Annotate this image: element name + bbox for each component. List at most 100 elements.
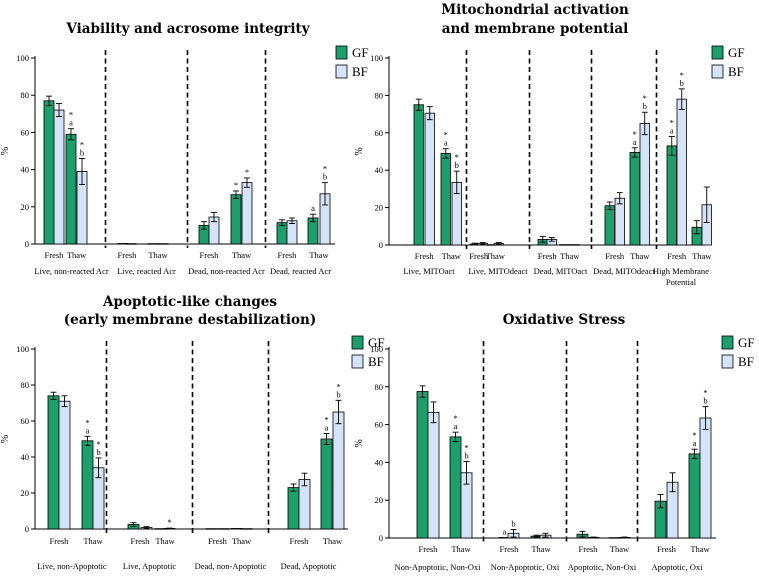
y-tick-label: 0	[25, 239, 29, 249]
group-label: Live, non-reacted Acr	[34, 266, 109, 276]
significance-marker: *	[643, 93, 647, 103]
bar-gf-fresh	[43, 100, 55, 245]
group-label: Dead, Apoptotic	[281, 561, 337, 571]
x-tick-label-thaw: Thaw	[67, 250, 87, 260]
chart-title: Viability and acrosome integrity	[65, 21, 310, 37]
x-tick-label-fresh: Fresh	[605, 251, 625, 261]
y-axis-label: %	[0, 147, 11, 155]
legend-label-gf: GF	[368, 335, 385, 350]
chart-panel-2: Mitochondrial activation and membrane pot…	[354, 2, 745, 287]
legend-label-gf: GF	[738, 335, 755, 350]
y-tick-label: 60	[21, 416, 30, 426]
x-tick-label-thaw: Thaw	[323, 536, 343, 546]
group-label: Live, reacted Acr	[117, 266, 176, 276]
x-tick-label-thaw: Thaw	[560, 251, 580, 261]
bar-gf-thaw	[147, 243, 159, 245]
significance-marker: *	[96, 439, 100, 449]
chart-panel-4: Oxidative Stress 0 20 40 60 80 100% Non-Apoptot…	[354, 312, 755, 572]
x-tick-label-thaw: Thaw	[486, 251, 506, 261]
bar-gf-thaw	[320, 438, 333, 530]
bar-gf-thaw	[81, 440, 94, 530]
bar-gf-fresh	[666, 145, 677, 246]
significance-marker: b	[703, 396, 707, 406]
bar-bf-thaw	[639, 123, 650, 246]
bar-bf-fresh	[298, 479, 311, 530]
bar-gf-fresh	[287, 487, 300, 530]
significance-marker: *	[336, 381, 340, 391]
significance-marker: a	[670, 126, 674, 136]
group-label: Dead, non-reacted Acr	[188, 266, 265, 276]
significance-marker: *	[633, 129, 637, 139]
x-tick-label-thaw: Thaw	[148, 250, 168, 260]
y-axis-label: %	[354, 439, 365, 447]
significance-marker: *	[692, 430, 696, 440]
legend: GF BF	[335, 45, 369, 79]
bar-bf-fresh	[217, 528, 230, 530]
legend-swatch-gf	[711, 45, 724, 60]
x-tick-label-thaw: Thaw	[692, 251, 712, 261]
x-tick-label-fresh: Fresh	[500, 544, 520, 554]
x-tick-label-fresh: Fresh	[50, 536, 70, 546]
y-tick-label: 20	[375, 203, 384, 213]
significance-marker: a	[325, 423, 329, 433]
x-tick-label-fresh: Fresh	[667, 251, 687, 261]
bar-bf-thaw	[332, 411, 345, 530]
bar-gf-thaw	[559, 244, 570, 246]
significance-marker: *	[324, 415, 328, 425]
bar-bf-thaw	[157, 243, 169, 245]
y-axis-label: %	[354, 147, 365, 155]
y-axis-label: %	[0, 435, 11, 443]
x-tick-label-thaw: Thaw	[232, 536, 252, 546]
legend-label-bf: BF	[738, 354, 754, 369]
significance-marker: b	[511, 518, 515, 528]
significance-marker: b	[464, 450, 468, 460]
bar-bf-thaw	[569, 244, 580, 246]
bar-gf-thaw	[608, 537, 621, 539]
x-tick-label-thaw: Thaw	[83, 536, 103, 546]
y-tick-label: 100	[370, 344, 383, 354]
significance-marker: b	[336, 389, 340, 399]
x-tick-label-fresh: Fresh	[290, 536, 310, 546]
significance-marker: *	[670, 118, 674, 128]
significance-marker: *	[453, 413, 457, 423]
significance-marker: *	[80, 139, 84, 149]
y-tick-label: 20	[375, 495, 384, 505]
chart-panel-3: Apoptotic-like changes (early membrane de…	[0, 294, 385, 571]
bar-gf-fresh	[47, 395, 60, 530]
bar-bf-fresh	[125, 243, 137, 245]
significance-marker: a	[633, 137, 637, 147]
x-tick-label-fresh: Fresh	[415, 251, 435, 261]
bar-gf-fresh	[416, 391, 429, 539]
bar-gf-fresh	[413, 104, 424, 246]
x-tick-label-thaw: Thaw	[232, 250, 252, 260]
significance-marker: *	[234, 180, 238, 190]
legend-swatch-bf	[335, 64, 348, 79]
legend-label-gf: GF	[728, 45, 745, 60]
y-tick-label: 100	[16, 53, 29, 63]
significance-marker: b	[643, 101, 647, 111]
y-tick-label: 80	[375, 90, 384, 100]
x-tick-label-fresh: Fresh	[200, 250, 220, 260]
significance-marker: *	[444, 130, 448, 140]
significance-marker: b	[96, 447, 100, 457]
x-tick-label-fresh: Fresh	[278, 250, 298, 260]
significance-marker: *	[455, 152, 459, 162]
legend-swatch-gf	[335, 45, 348, 60]
bar-bf-fresh	[53, 109, 65, 245]
significance-marker: *	[69, 110, 73, 120]
group-label: Dead, MITOdeact	[593, 266, 655, 276]
bar-gf-fresh	[205, 528, 218, 530]
significance-marker: a	[311, 203, 315, 213]
significance-marker: *	[464, 442, 468, 452]
x-tick-label-thaw: Thaw	[531, 544, 551, 554]
significance-marker: *	[245, 167, 249, 177]
y-tick-label: 0	[25, 524, 29, 534]
legend: GF BF	[351, 335, 385, 369]
bar-bf-fresh	[424, 112, 435, 246]
significance-marker: a	[69, 118, 73, 128]
group-label: Non-Apoptotic, Non-Oxi	[395, 562, 482, 572]
x-tick-label-thaw: Thaw	[155, 536, 175, 546]
legend-swatch-bf	[721, 354, 734, 369]
x-tick-label-fresh: Fresh	[419, 544, 439, 554]
